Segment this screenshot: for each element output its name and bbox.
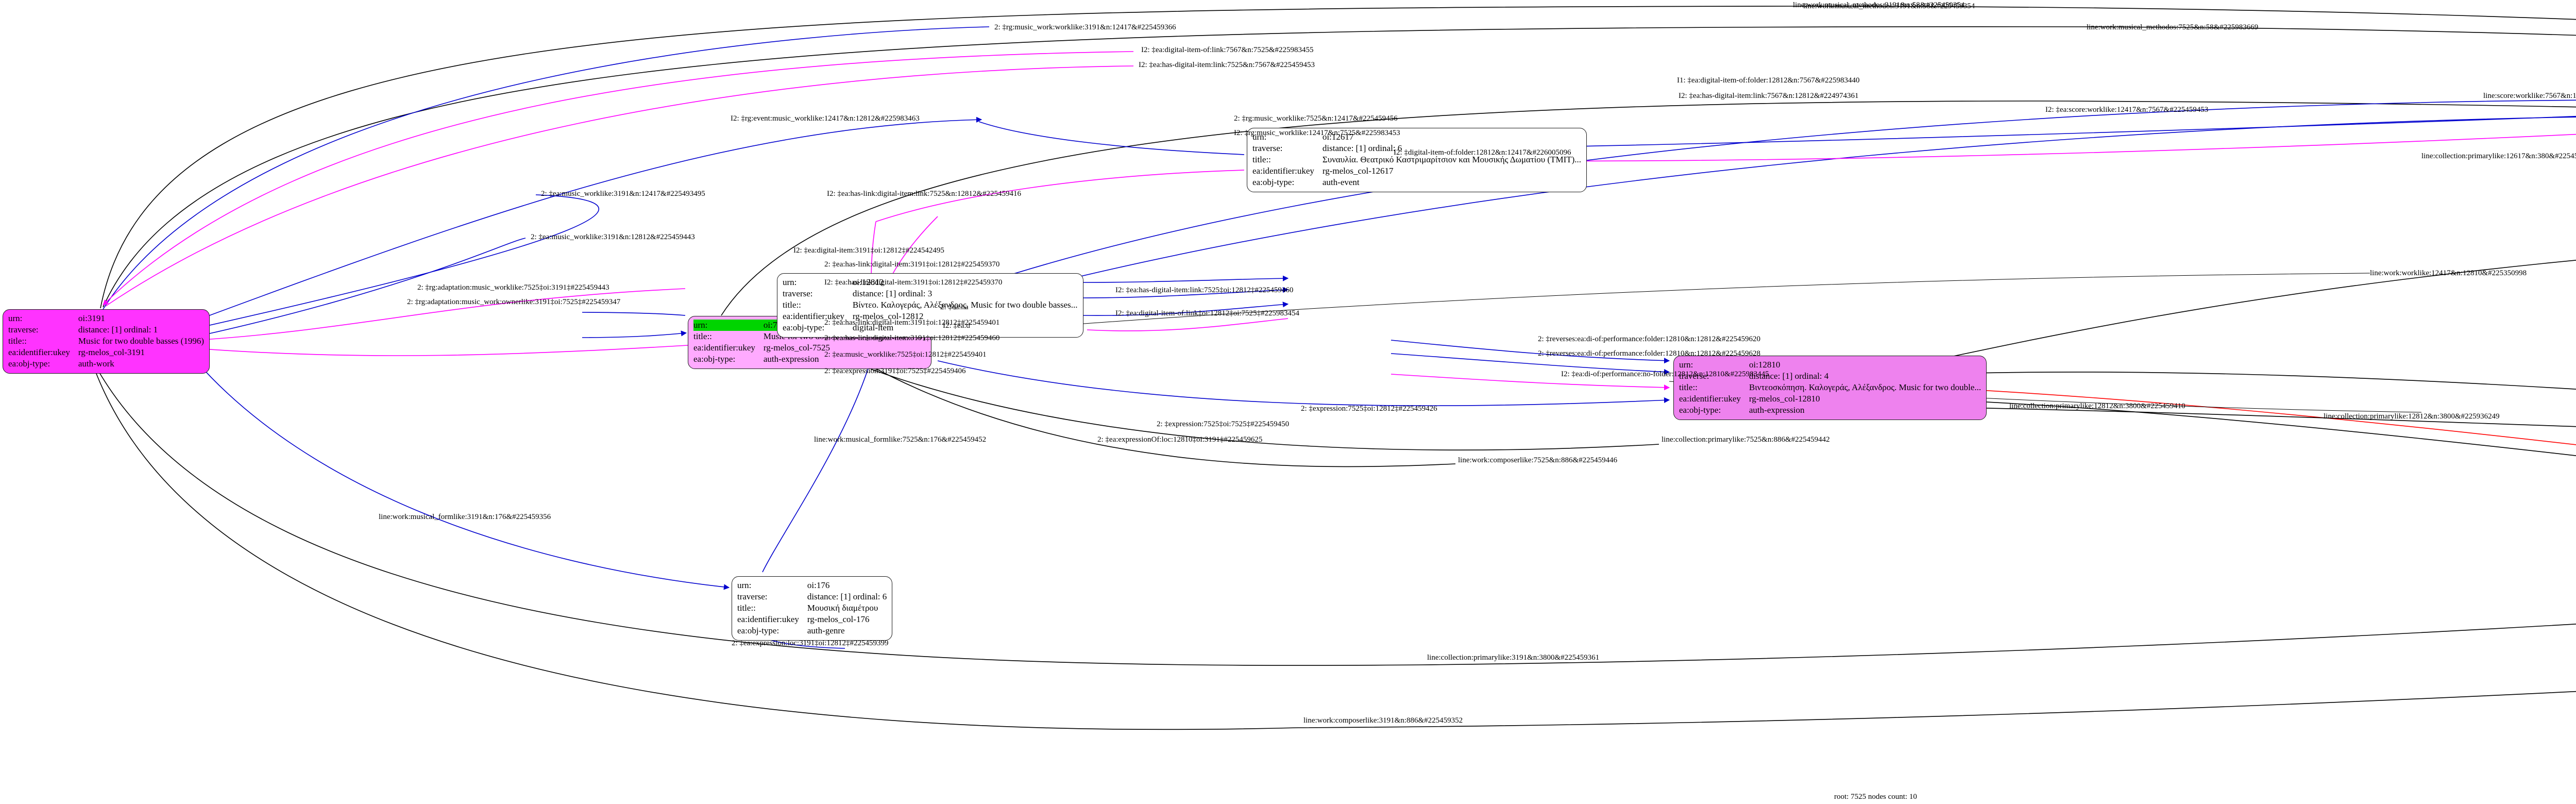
node-field-key: ea:identifier:ukey (693, 343, 755, 353)
edge-label: line:collection:primarylike:12812&n:3800… (2324, 412, 2500, 421)
edge-label: 2: ‡rg:adaptation:music_worklike:7525‡oi… (417, 283, 609, 292)
edge-label: I2: ‡ea:has-link:digital-item:link:7525&… (827, 190, 1022, 198)
edge-label: I2: ‡ea:has-link:digital-item:3191‡oi:12… (824, 278, 1003, 287)
edge-label: 2: ‡ea:has-link:digital-item:3191‡oi:128… (824, 319, 1000, 327)
edge-label: I2: ‡ea:has-digital-item:link:7525‡oi:12… (1115, 286, 1294, 294)
edge-label: I2: ‡ea:has-digital-item:link:7567&n:128… (1679, 92, 1859, 100)
edge-label: 2: ‡ea:ha (940, 303, 969, 311)
edge-label: 2: ‡ea:music_worklike:7525‡oi:12812‡#225… (824, 350, 987, 359)
node-field-key: title:: (1679, 382, 1698, 393)
edge-label: I2: ‡ea:score:worklike:12417&n:7567&#225… (2045, 106, 2209, 114)
node-field-value: rg-melos_col-3191 (78, 347, 145, 358)
edge-label: line:work:musical_methodos:7525&n:58&#22… (2087, 23, 2259, 31)
edge-label: 2: ‡ea:has-link:digital-item:3191‡oi:128… (824, 260, 1000, 269)
node-field-key: ea:obj-type: (737, 626, 779, 636)
edge-label: line:work:musical_methodos:3191&n:58&#22… (1803, 2, 1975, 10)
edge-label: line:collection:primarylike:12617&n:380&… (2421, 152, 2576, 160)
node-field-key: title:: (8, 336, 27, 346)
edge-label: I2: ‡ea:digital-item-of:link‡oi:12812‡oi… (1115, 309, 1300, 317)
node-field-key: ea:identifier:ukey (1252, 166, 1314, 176)
edge-label: line:work:composerlike:3191&n:886&#22545… (1303, 716, 1463, 725)
edge-label: 2: ‡ea:expressionOf:loc:12810‡oi:3191‡#2… (1097, 435, 1263, 444)
edge-label: I2: ‡rg:music_worklike:12417&n:7525&#225… (1234, 129, 1400, 137)
node-field-value: auth-expression (1749, 405, 1805, 415)
node-field-key: title:: (737, 603, 756, 613)
node-field-value: distance: [1] ordinal: 1 (78, 325, 158, 335)
node-field-value: auth-genre (807, 626, 845, 636)
edge-label: line:collection:primarylike:12812&n:3800… (2009, 402, 2185, 410)
edge-label: line:work:musical_formlike:7525&n:176&#2… (814, 435, 987, 444)
node-field-key: title:: (693, 331, 712, 342)
node-field-key: ea:obj-type: (693, 354, 736, 364)
node-field-key: title:: (1252, 155, 1271, 165)
edge-label: I2: ‡ea:digital-item-of:link:7567&n:7525… (1141, 46, 1314, 54)
node-field-key: urn: (1679, 360, 1693, 370)
node-field-value: distance: [1] ordinal: 4 (1749, 371, 1829, 381)
node-field-key: traverse: (737, 592, 768, 602)
edge-label: 2: ‡expression:7525‡oi:12812‡#225459426 (1301, 405, 1437, 413)
node-field-key: ea:obj-type: (1252, 177, 1295, 188)
edge-label: 2: ‡rg:adaptation:music_work:ownerlike:3… (407, 298, 621, 306)
node-field-value: Music for two double basses (1996) (78, 336, 204, 346)
edge-label: I2: ‡digital-item-of:folder:12812&n:1241… (1394, 148, 1571, 157)
node-field-value: Μουσική διαμέτρου (807, 603, 878, 613)
graph-node-oi176[interactable]: urn: oi:176 traverse: distance: [1] ordinal… (732, 576, 893, 641)
node-field-key: ea:obj-type: (1679, 405, 1721, 415)
node-field-value: distance: [1] ordinal: 3 (852, 289, 933, 299)
edge-label: I2: ‡ea:d (943, 322, 970, 330)
edge-label: 2: ‡rg:music_worklike:7525&n:12417&#2254… (1234, 114, 1398, 123)
node-field-value: distance: [1] ordinal: 6 (807, 592, 887, 602)
edge-label: 2: ‡ea:music_worklike:3191&n:12812&#2254… (531, 233, 695, 241)
edge-label: I2: ‡ea:digital-item:3191‡oi:12812‡#2245… (793, 246, 944, 255)
graph-node-oi3191[interactable]: urn: oi:3191 traverse: distance: [1] ordina… (3, 309, 210, 374)
edge-label: I2: ‡ea:di-of:performance:no-folder:1281… (1561, 370, 1769, 378)
edge-label: I1: ‡ea:digital-item-of:folder:12812&n:7… (1677, 76, 1860, 85)
edge-label: 2: ‡reverses:ea:di-of:performance:folder… (1538, 335, 1760, 343)
node-field-key: urn: (737, 580, 752, 590)
node-field-value: auth-work (78, 359, 114, 369)
edge-label: 2: ‡ea:music_worklike:3191&n:12417&#2254… (541, 190, 705, 198)
node-field-key: urn: (693, 320, 764, 331)
node-field-key: ea:identifier:ukey (1679, 394, 1741, 404)
edge-label: 2: ‡ea:expression:loc:3191‡oi:12812‡#225… (732, 639, 889, 647)
edge-label: 2: ‡ea:has-link:digital-item:3191‡oi:128… (824, 334, 1000, 342)
node-field-value: Βιντεοσκόπηση. Καλογεράς, Αλέξανδρος. Mu… (1749, 382, 1981, 393)
node-field-value: rg-melos_col-176 (807, 614, 870, 625)
edge-label: line:collection:primarylike:3191&n:3800&… (1427, 654, 1600, 662)
graph-node-oi12810[interactable]: urn: oi:12810 traverse: distance: [1] ordin… (1673, 356, 1987, 421)
edge-label: 2: ‡expression:7525‡oi:7525‡#225459450 (1157, 420, 1290, 428)
node-field-value: rg-melos_col-12617 (1322, 166, 1394, 176)
edge-label: 2: ‡reverses:ea:di-of:performance:folder… (1538, 349, 1760, 358)
node-field-key: ea:obj-type: (783, 323, 825, 333)
edge-label: I2: ‡ea:has-digital-item:link:7525&n:756… (1139, 61, 1315, 69)
node-field-value: rg-melos_col-12810 (1749, 394, 1820, 404)
node-field-key: ea:obj-type: (8, 359, 50, 369)
graph-node-oi12617[interactable]: urn: oi:12617 traverse: distance: [1] ordin… (1247, 128, 1587, 193)
node-field-value: oi:176 (807, 580, 830, 590)
edge-label: I2: ‡rg:event:music_worklike:12417&n:128… (731, 114, 920, 123)
node-field-value: auth-event (1322, 177, 1360, 188)
edge-label: line:collection:primarylike:7525&n:886&#… (1662, 435, 1830, 444)
node-field-key: traverse: (8, 325, 39, 335)
node-field-key: ea:identifier:ukey (8, 347, 70, 358)
edge-label: line:work:composerlike:7525&n:886&#22545… (1458, 456, 1618, 464)
node-field-key: title:: (783, 300, 801, 310)
edge-label: 2: ‡ea:expression:3191‡oi:7525‡#22545940… (824, 367, 966, 375)
edge-label: line:work:worklike:12417&n:12810&#225350… (2370, 269, 2527, 277)
edge-label: line:score:worklike:7567&n:12417&#225983… (2483, 92, 2576, 100)
graph-footer-label: root: 7525 nodes count: 10 (1834, 793, 1917, 801)
edge-label: line:work:musical_formlike:3191&n:176&#2… (379, 513, 551, 521)
node-field-key: ea:identifier:ukey (737, 614, 799, 625)
node-field-value: oi:12810 (1749, 360, 1781, 370)
node-field-value: rg-melos_col-7525 (763, 343, 830, 353)
node-field-value: oi:3191 (78, 313, 105, 323)
node-field-key: traverse: (783, 289, 813, 299)
node-field-key: urn: (8, 313, 23, 323)
edge-label: 2: ‡rg:music_work:worklike:3191&n:12417&… (994, 23, 1176, 31)
node-field-key: traverse: (1252, 143, 1283, 154)
